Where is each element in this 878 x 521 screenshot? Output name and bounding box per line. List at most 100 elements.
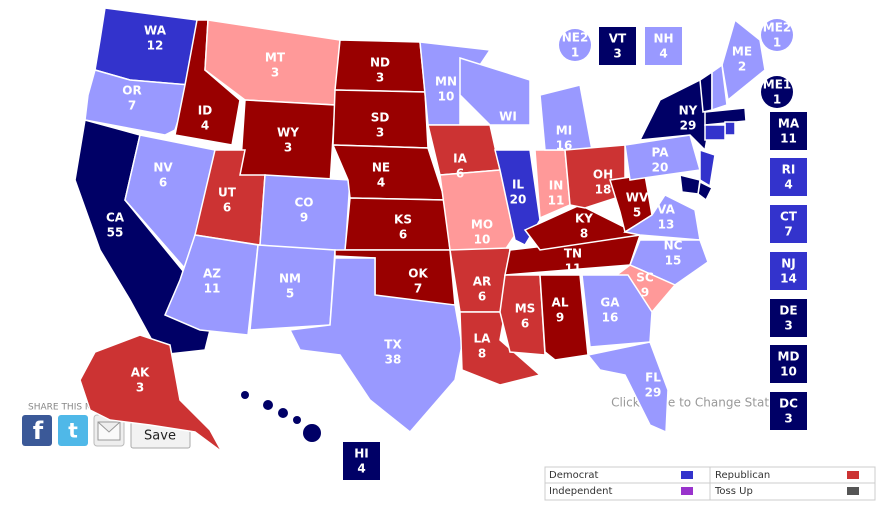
state-votes: 3 (376, 126, 384, 140)
district-circle[interactable] (761, 19, 793, 51)
state-shape[interactable] (564, 144, 626, 209)
twitter-button[interactable]: t (58, 415, 88, 446)
state-votes: 6 (223, 201, 231, 215)
state-votes: 20 (510, 193, 527, 207)
state-label: AZ (203, 267, 221, 281)
state-votes: 11 (780, 132, 797, 146)
state-shape[interactable] (539, 274, 589, 361)
state-label: WA (144, 24, 167, 38)
state-label: PA (652, 146, 670, 160)
state-label: UT (218, 186, 237, 200)
state-votes: 10 (438, 90, 455, 104)
state-shape[interactable] (586, 341, 669, 434)
state-label: MS (515, 302, 536, 316)
state-label: SC (636, 271, 654, 285)
state-votes: 55 (107, 226, 124, 240)
state-shape[interactable] (721, 18, 766, 102)
state-label: ME1 (763, 78, 792, 92)
island[interactable] (293, 416, 301, 424)
state-votes: 38 (385, 353, 402, 367)
island[interactable] (241, 391, 249, 399)
state-votes: 7 (414, 282, 422, 296)
state-shape[interactable] (459, 56, 531, 126)
state-shape[interactable] (724, 121, 736, 136)
svg-text:f: f (33, 417, 44, 445)
state-votes: 20 (652, 161, 669, 175)
state-box[interactable] (770, 345, 807, 383)
state-shape[interactable] (79, 334, 223, 453)
state-shape[interactable] (499, 274, 546, 356)
state-shape[interactable] (711, 63, 728, 112)
state-label: AL (552, 296, 569, 310)
island[interactable] (278, 408, 288, 418)
state-votes: 3 (784, 412, 792, 426)
state-box[interactable] (343, 442, 380, 480)
state-shape[interactable] (699, 70, 713, 113)
state-box[interactable] (770, 158, 807, 196)
state-label: NV (153, 161, 173, 175)
state-votes: 1 (773, 93, 781, 107)
state-votes: 4 (377, 176, 385, 190)
state-box[interactable] (770, 112, 807, 150)
svg-text:t: t (68, 419, 78, 443)
state-label: CA (106, 211, 125, 225)
state-shape[interactable] (623, 194, 701, 241)
state-shape[interactable] (704, 107, 747, 126)
state-shape[interactable] (288, 257, 463, 434)
state-votes: 2 (738, 60, 746, 74)
state-box[interactable] (770, 205, 807, 243)
state-shape[interactable] (84, 69, 192, 136)
state-label: SD (371, 111, 390, 125)
district-circle[interactable] (761, 76, 793, 108)
state-label: OK (408, 267, 428, 281)
state-label: HI (354, 447, 369, 461)
state-box[interactable] (770, 252, 807, 290)
island[interactable] (303, 424, 321, 442)
state-votes: 6 (478, 290, 486, 304)
state-label: NY (679, 104, 698, 118)
state-label: IL (512, 178, 524, 192)
state-box[interactable] (599, 27, 636, 65)
state-label: NE2 (562, 31, 589, 45)
facebook-button[interactable]: f (22, 415, 52, 446)
state-shape[interactable] (704, 124, 726, 141)
state-votes: 9 (300, 211, 308, 225)
state-votes: 7 (784, 225, 792, 239)
state-label: DE (779, 304, 797, 318)
state-shape[interactable] (699, 148, 716, 188)
state-votes: 9 (641, 286, 649, 300)
state-label: VT (609, 32, 627, 46)
state-votes: 10 (474, 233, 491, 247)
state-votes: 4 (201, 119, 209, 133)
state-votes: 6 (456, 167, 464, 181)
state-label: CO (294, 196, 313, 210)
district-circle[interactable] (559, 29, 591, 61)
state-box[interactable] (770, 299, 807, 337)
island[interactable] (263, 400, 273, 410)
state-label: TX (384, 338, 402, 352)
states (74, 7, 766, 453)
state-votes: 4 (784, 178, 792, 192)
state-box[interactable] (645, 27, 682, 65)
save-label[interactable]: Save (144, 429, 176, 444)
state-votes: 29 (645, 386, 662, 400)
state-shape[interactable] (494, 149, 541, 246)
state-shape[interactable] (629, 239, 709, 286)
state-label: DC (779, 397, 798, 411)
state-votes: 10 (500, 125, 517, 139)
state-votes: 12 (147, 39, 164, 53)
state-label: MA (778, 117, 800, 131)
state-shape[interactable] (439, 169, 516, 251)
state-shape[interactable] (581, 274, 653, 348)
state-box[interactable] (770, 392, 807, 430)
state-shape[interactable] (679, 174, 701, 195)
state-votes: 5 (286, 287, 294, 301)
state-votes: 29 (680, 119, 697, 133)
state-votes: 1 (571, 46, 579, 60)
state-label: NJ (781, 257, 796, 271)
state-votes: 3 (376, 71, 384, 85)
state-label: MI (556, 124, 572, 138)
state-votes: 13 (658, 218, 675, 232)
